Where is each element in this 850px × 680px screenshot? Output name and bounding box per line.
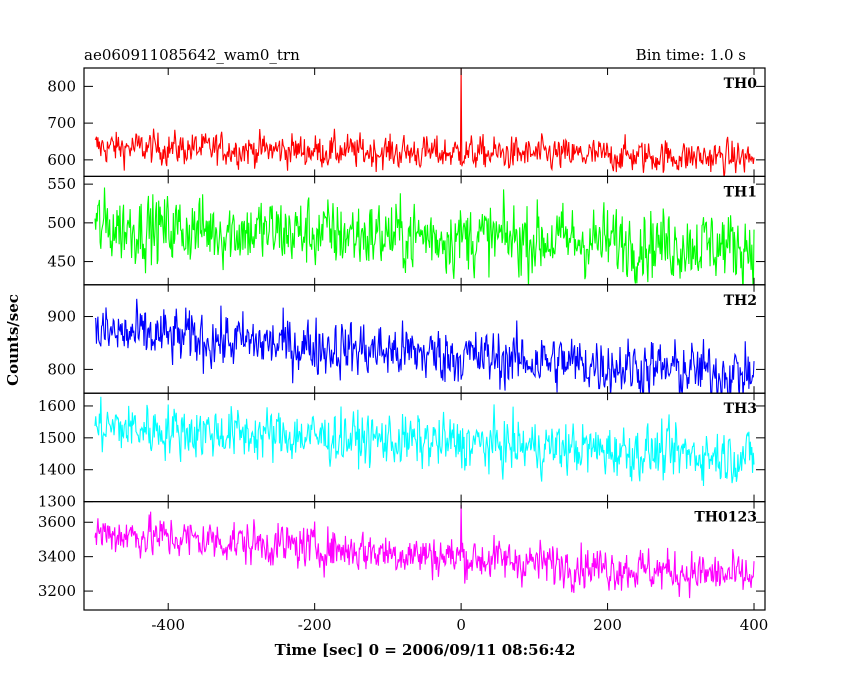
y-tick-label: 3600 (38, 513, 76, 531)
y-tick-label: 1500 (38, 429, 76, 447)
x-axis: -400 -200 0 200 400 (151, 616, 768, 634)
panels: 600 700 800 TH0 450 500 550 TH1 800 900 TH2 1300 140… (38, 67, 766, 611)
y-tick-label: 500 (47, 214, 76, 232)
y-tick-label: 550 (47, 175, 76, 193)
panel-th3: 1300 1400 1500 1600 TH3 (38, 392, 766, 511)
y-tick-label: 3200 (38, 582, 76, 600)
panel-frame (83, 284, 766, 394)
y-tick-label: 800 (47, 360, 76, 378)
y-tick-label: 700 (47, 114, 76, 132)
y-tick-label: 1600 (38, 397, 76, 415)
x-tick-label: 0 (456, 616, 466, 634)
panel-label: TH2 (724, 293, 757, 309)
y-tick-label: 1300 (38, 493, 76, 511)
y-tick-label: 450 (47, 253, 76, 271)
panel-th0123: 3200 3400 3600 TH0123 (38, 501, 766, 611)
x-tick-label: 400 (740, 616, 769, 634)
panel-th2: 800 900 TH2 (47, 284, 766, 394)
series-th0123 (94, 505, 755, 599)
y-axis-title: Counts/sec (4, 294, 22, 386)
y-tick-label: 3400 (38, 548, 76, 566)
x-axis-title: Time [sec] 0 = 2006/09/11 08:56:42 (275, 641, 576, 659)
panel-label: TH0 (724, 76, 758, 92)
panel-th0: 600 700 800 TH0 (47, 67, 766, 178)
y-tick-label: 900 (47, 308, 76, 326)
x-tick-label: -200 (298, 616, 332, 634)
series-th3 (94, 396, 755, 486)
panel-label: TH0123 (694, 510, 757, 526)
x-tick-label: -400 (151, 616, 185, 634)
series-th1 (94, 187, 755, 285)
y-tick-label: 800 (47, 77, 76, 95)
panel-frame (83, 501, 766, 611)
bin-time-label: Bin time: 1.0 s (636, 46, 746, 64)
panel-label: TH1 (724, 184, 757, 200)
y-tick-label: 600 (47, 151, 76, 169)
series-th0 (94, 68, 755, 177)
observation-id: ae060911085642_wam0_trn (84, 46, 300, 64)
panel-label: TH3 (724, 401, 757, 417)
series-th2 (94, 298, 755, 394)
x-tick-label: 200 (593, 616, 622, 634)
y-tick-label: 1400 (38, 461, 76, 479)
panel-th1: 450 500 550 TH1 (47, 175, 766, 286)
